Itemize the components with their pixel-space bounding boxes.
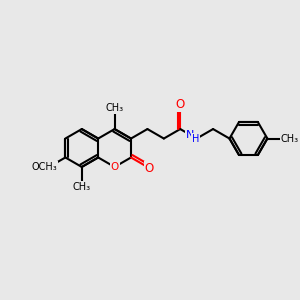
Text: O: O [110,162,119,172]
Text: CH₃: CH₃ [280,134,298,143]
Text: CH₃: CH₃ [73,182,91,192]
Text: O: O [145,161,154,175]
Text: N: N [186,130,195,140]
Text: OCH₃: OCH₃ [32,162,57,172]
Text: CH₃: CH₃ [106,103,124,113]
Text: O: O [176,98,185,111]
Text: H: H [192,134,199,144]
